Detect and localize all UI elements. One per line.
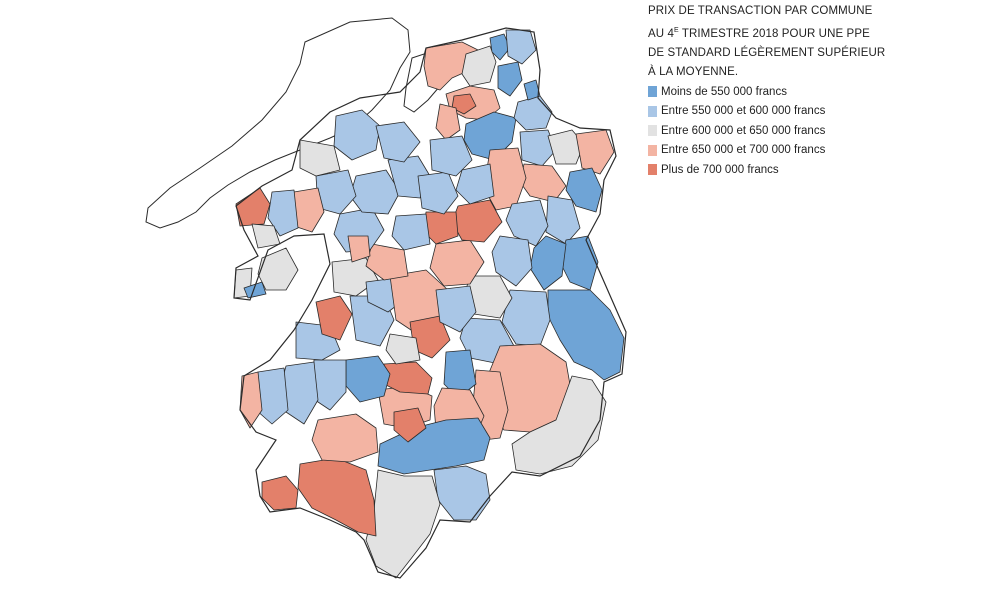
- legend-swatch: [648, 144, 657, 156]
- legend-item: Entre 600 000 et 650 000 francs: [648, 121, 948, 141]
- legend-item-label: Plus de 700 000 francs: [661, 163, 779, 176]
- commune-region: [513, 95, 553, 131]
- commune-region: [347, 235, 371, 263]
- commune-region: [519, 129, 557, 167]
- commune-region: [423, 41, 479, 91]
- commune-region: [261, 475, 299, 511]
- legend-title-superscript: E: [673, 27, 679, 34]
- legend-title: PRIX DE TRANSACTION PAR COMMUNE AU 4E TR…: [648, 2, 948, 82]
- commune-region: [435, 103, 461, 141]
- commune-region: [429, 135, 473, 177]
- commune-region: [333, 109, 381, 161]
- legend-swatch: [648, 164, 657, 176]
- commune-region: [311, 413, 379, 463]
- commune-region: [267, 189, 299, 237]
- legend-item: Moins de 550 000 francs: [648, 82, 948, 102]
- commune-region: [375, 121, 421, 163]
- legend-swatch: [648, 125, 657, 137]
- commune-region: [523, 79, 541, 101]
- commune-region: [435, 285, 477, 333]
- commune-region: [433, 465, 491, 521]
- legend-item: Entre 550 000 et 600 000 francs: [648, 102, 948, 122]
- commune-region: [529, 235, 567, 291]
- commune-region: [511, 375, 607, 475]
- commune-region: [293, 187, 325, 233]
- legend-title-text: TRIMESTRE 2018 POUR UNE PPE: [678, 28, 870, 40]
- commune-region: [365, 243, 409, 281]
- commune-region: [461, 45, 497, 87]
- commune-region: [417, 171, 459, 215]
- legend-item-label: Moins de 550 000 francs: [661, 85, 787, 98]
- commune-region: [505, 29, 537, 65]
- canton-outline: [233, 27, 627, 579]
- legend-title-line: À LA MOYENNE.: [648, 66, 739, 78]
- legend-item: Plus de 700 000 francs: [648, 160, 948, 180]
- legend-swatch: [648, 86, 657, 98]
- commune-region: [455, 163, 495, 205]
- map-legend: PRIX DE TRANSACTION PAR COMMUNE AU 4E TR…: [648, 2, 948, 180]
- commune-region: [315, 295, 353, 341]
- commune-region: [491, 235, 533, 287]
- lake-shape: [145, 17, 411, 229]
- legend-title-line: AU 4E TRIMESTRE 2018 POUR UNE PPE: [648, 21, 948, 44]
- commune-region: [565, 167, 603, 213]
- commune-region: [547, 289, 625, 381]
- commune-region: [365, 469, 441, 579]
- legend-item-label: Entre 600 000 et 650 000 francs: [661, 124, 826, 137]
- commune-region: [519, 163, 567, 203]
- commune-region: [345, 355, 391, 403]
- commune-region: [391, 213, 431, 251]
- commune-region: [451, 93, 477, 115]
- commune-region: [393, 407, 427, 443]
- commune-region: [575, 129, 615, 175]
- commune-region: [497, 61, 523, 97]
- legend-title-line: PRIX DE TRANSACTION PAR COMMUNE: [648, 5, 873, 17]
- commune-region: [311, 359, 347, 411]
- commune-region: [299, 139, 341, 177]
- commune-region: [257, 247, 299, 291]
- commune-region: [297, 457, 377, 537]
- legend-title-line: DE STANDARD LÉGÈREMENT SUPÉRIEUR: [648, 47, 886, 59]
- legend-item-label: Entre 550 000 et 600 000 francs: [661, 105, 826, 118]
- commune-region: [489, 33, 511, 61]
- legend-item-label: Entre 650 000 et 700 000 francs: [661, 144, 826, 157]
- legend-swatch: [648, 105, 657, 117]
- legend-title-text: AU 4: [648, 28, 674, 40]
- legend-item: Entre 650 000 et 700 000 francs: [648, 141, 948, 161]
- commune-region: [385, 333, 421, 365]
